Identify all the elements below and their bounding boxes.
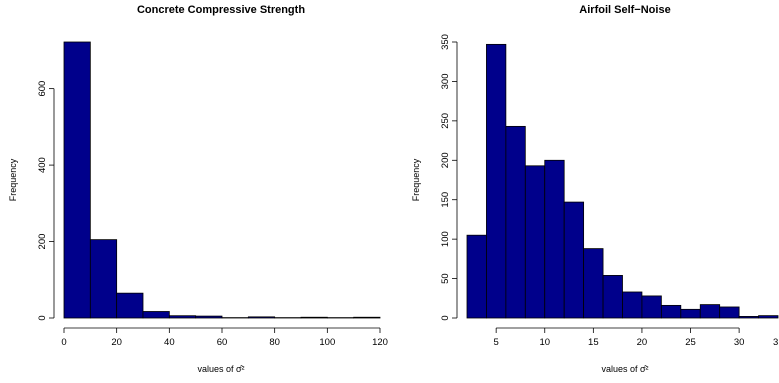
x-tick-label-concrete-1: 20: [111, 337, 122, 348]
x-tick-label-concrete-6: 120: [372, 337, 388, 348]
y-tick-label-concrete-3: 600: [37, 81, 48, 97]
y-tick-label-airfoil-1: 50: [440, 273, 451, 284]
y-tick-label-airfoil-3: 150: [440, 192, 451, 208]
y-axis-concrete: 0 200 400 600: [37, 81, 55, 321]
y-tick-label-airfoil-6: 300: [440, 73, 451, 89]
bar-airfoil-0: [466, 234, 487, 319]
bar-concrete-2: [116, 292, 144, 319]
y-tick-label-concrete-0: 0: [37, 315, 48, 320]
x-tick-label-airfoil-5: 30: [734, 337, 745, 348]
y-tick-label-airfoil-4: 200: [440, 152, 451, 168]
bar-airfoil-4: [544, 159, 565, 319]
bar-concrete-9: [300, 316, 328, 319]
bar-concrete-11: [353, 316, 381, 319]
bar-airfoil-11: [680, 308, 701, 319]
bar-airfoil-7: [602, 275, 623, 319]
y-axis-label-airfoil: Frequency: [411, 158, 421, 201]
bar-airfoil-3: [524, 165, 546, 319]
x-tick-label-airfoil-0: 5: [494, 337, 499, 348]
bar-airfoil-13: [719, 306, 740, 319]
x-tick-label-concrete-4: 80: [269, 337, 280, 348]
bar-airfoil-12: [699, 304, 721, 319]
bar-concrete-1: [89, 239, 118, 319]
y-tick-label-airfoil-2: 100: [440, 231, 451, 247]
y-tick-label-airfoil-7: 350: [440, 34, 451, 50]
bar-airfoil-9: [641, 295, 662, 319]
bar-airfoil-10: [660, 304, 682, 319]
x-tick-label-concrete-0: 0: [61, 337, 66, 348]
y-tick-label-airfoil-5: 250: [440, 113, 451, 129]
bar-airfoil-6: [583, 248, 604, 319]
bar-concrete-0: [63, 41, 91, 319]
x-tick-label-airfoil-cropped: 3: [773, 337, 778, 348]
x-tick-label-concrete-3: 60: [217, 337, 228, 348]
x-axis-label-airfoil: values of σ̂²: [601, 364, 648, 374]
bar-concrete-4: [168, 315, 197, 319]
bar-concrete-7: [247, 316, 276, 319]
x-tick-label-concrete-5: 100: [319, 337, 335, 348]
bar-concrete-3: [142, 311, 170, 319]
bars-airfoil: [466, 43, 779, 319]
y-tick-label-concrete-1: 200: [37, 234, 48, 250]
x-axis-concrete: 0 20 40 60 80 100 120: [61, 327, 388, 348]
bar-concrete-5: [195, 315, 223, 319]
bars-concrete: [63, 41, 381, 319]
x-axis-label-concrete: values of σ̂²: [197, 364, 244, 374]
bar-airfoil-1: [486, 43, 507, 319]
y-tick-label-concrete-2: 400: [37, 157, 48, 173]
panel-concrete: Concrete Compressive Strength Frequency …: [8, 4, 388, 374]
bar-airfoil-15: [758, 315, 779, 319]
bar-airfoil-14: [738, 316, 759, 319]
bar-airfoil-2: [505, 125, 526, 319]
y-axis-label-concrete: Frequency: [8, 158, 18, 201]
bar-airfoil-5: [563, 201, 585, 319]
panel-airfoil: Airfoil Self−Noise Frequency values of σ…: [411, 4, 779, 374]
x-axis-airfoil: 5 10 15 20 25 30 3: [494, 327, 778, 348]
y-tick-label-airfoil-0: 0: [440, 315, 451, 320]
x-tick-label-concrete-2: 40: [164, 337, 175, 348]
chart-title-concrete: Concrete Compressive Strength: [137, 4, 305, 16]
x-tick-label-airfoil-3: 20: [637, 337, 648, 348]
x-tick-label-airfoil-1: 10: [539, 337, 550, 348]
x-tick-label-airfoil-4: 25: [685, 337, 696, 348]
y-axis-airfoil: 0 50 100 150 200 250 300 350: [440, 34, 458, 321]
chart-title-airfoil: Airfoil Self−Noise: [579, 4, 670, 16]
bar-airfoil-8: [622, 291, 643, 319]
x-tick-label-airfoil-2: 15: [588, 337, 599, 348]
